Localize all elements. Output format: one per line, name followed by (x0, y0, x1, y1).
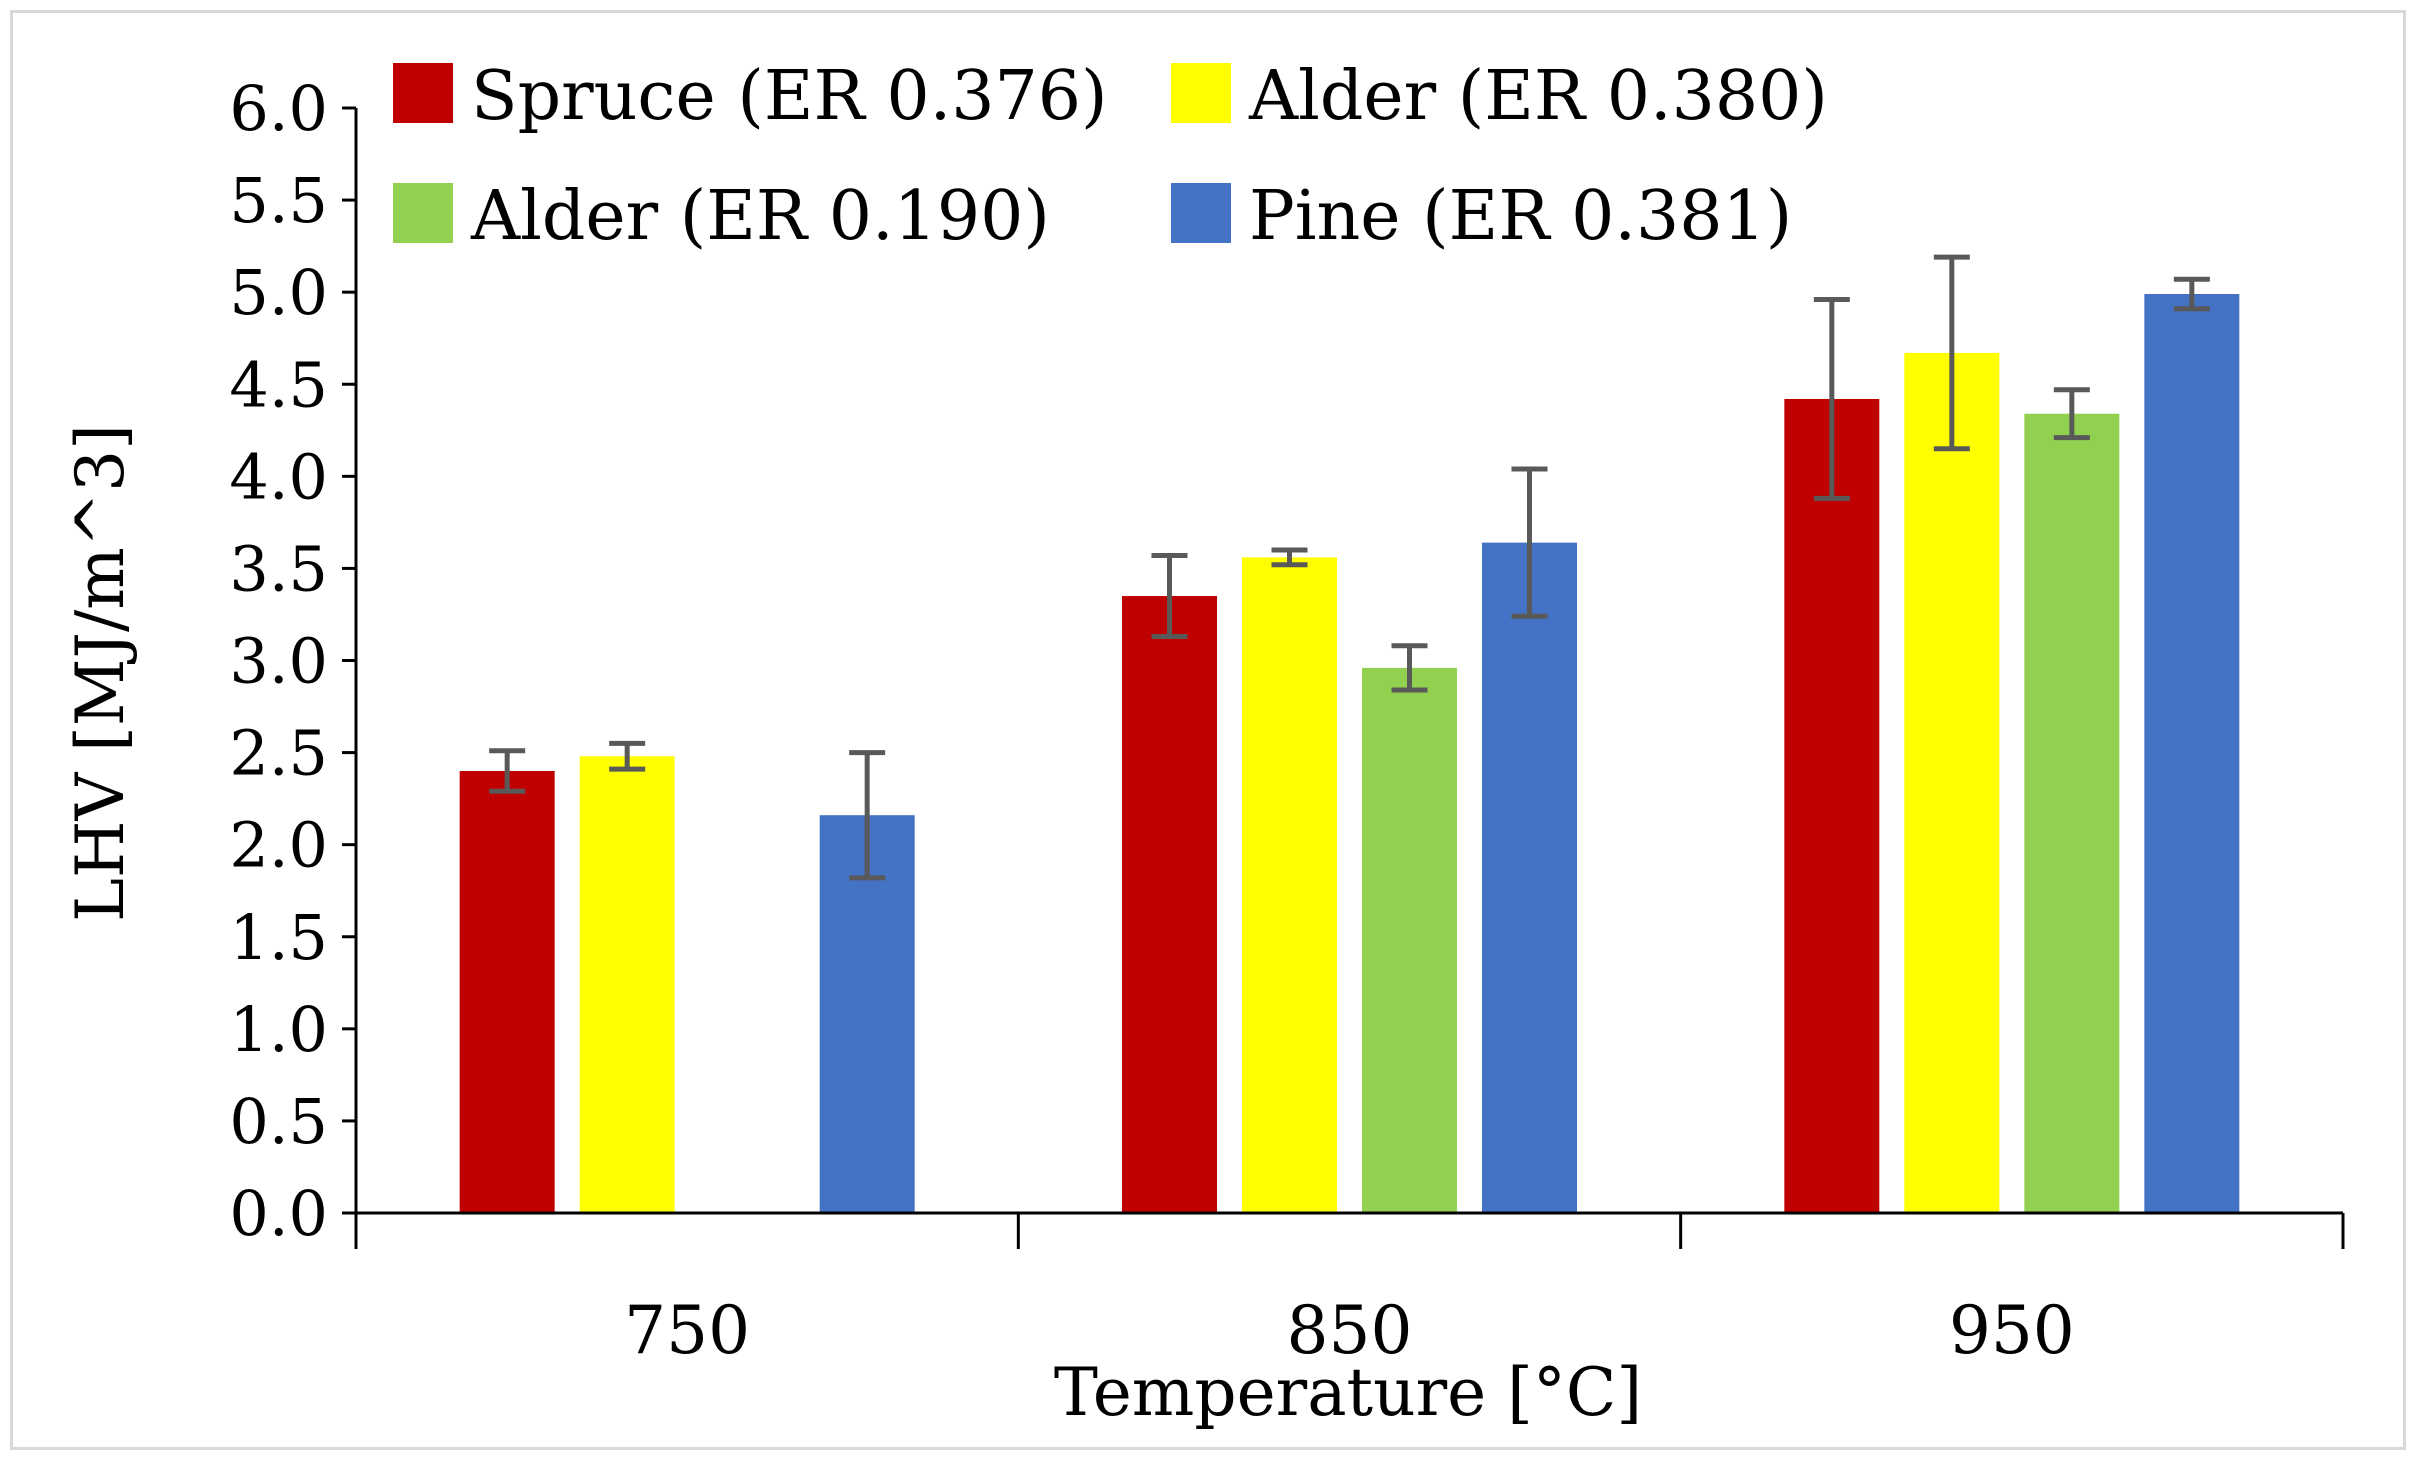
y-tick-label: 1.0 (229, 993, 328, 1066)
y-tick-label: 5.0 (229, 256, 328, 329)
bar (1784, 399, 1879, 1213)
y-axis-ticks: 0.0 0.5 1.0 1.5 2.0 2.5 3.0 3.5 4.0 4.5 5.0 5.5 6.0 (229, 72, 356, 1250)
x-tick-label: 950 (1949, 1292, 2075, 1369)
bar (580, 756, 675, 1213)
y-tick-label: 1.5 (229, 901, 328, 974)
legend-label: Alder (ER 0.190) (470, 177, 1050, 256)
y-tick-label: 4.0 (229, 440, 328, 513)
bar (2024, 414, 2119, 1213)
bar (1904, 353, 1999, 1213)
bar (1242, 557, 1337, 1213)
y-axis-title: LHV [MJ/m^3] (62, 424, 139, 922)
legend-swatch (1171, 183, 1231, 243)
y-tick-label: 6.0 (229, 72, 328, 145)
y-tick-label: 2.0 (229, 809, 328, 882)
y-tick-label: 3.0 (229, 625, 328, 698)
legend-label: Alder (ER 0.380) (1248, 57, 1828, 136)
y-tick-label: 0.0 (229, 1177, 328, 1250)
legend-swatch (393, 63, 453, 123)
bar (2144, 294, 2239, 1213)
legend-label: Spruce (ER 0.376) (471, 57, 1108, 136)
bar (1482, 543, 1577, 1213)
bars-group (460, 294, 2240, 1213)
x-tick-label: 750 (624, 1292, 750, 1369)
legend: Spruce (ER 0.376) Alder (ER 0.380) Alder (… (393, 57, 1828, 256)
lhv-bar-chart: 0.00.51.01.52.02.53.03.54.04.55.05.56.0 … (13, 13, 2418, 1475)
y-tick-label: 4.5 (229, 348, 328, 421)
legend-swatch (393, 183, 453, 243)
bar (1362, 668, 1457, 1213)
legend-label: Pine (ER 0.381) (1249, 177, 1792, 256)
bar (460, 771, 555, 1213)
y-tick-label: 0.5 (229, 1085, 328, 1158)
y-tick-label: 5.5 (229, 164, 328, 237)
x-axis-title: Temperature [°C] (1054, 1354, 1642, 1431)
legend-swatch (1171, 63, 1231, 123)
y-tick-label: 2.5 (229, 717, 328, 790)
bar (1122, 596, 1217, 1213)
y-tick-label: 3.5 (229, 532, 328, 605)
